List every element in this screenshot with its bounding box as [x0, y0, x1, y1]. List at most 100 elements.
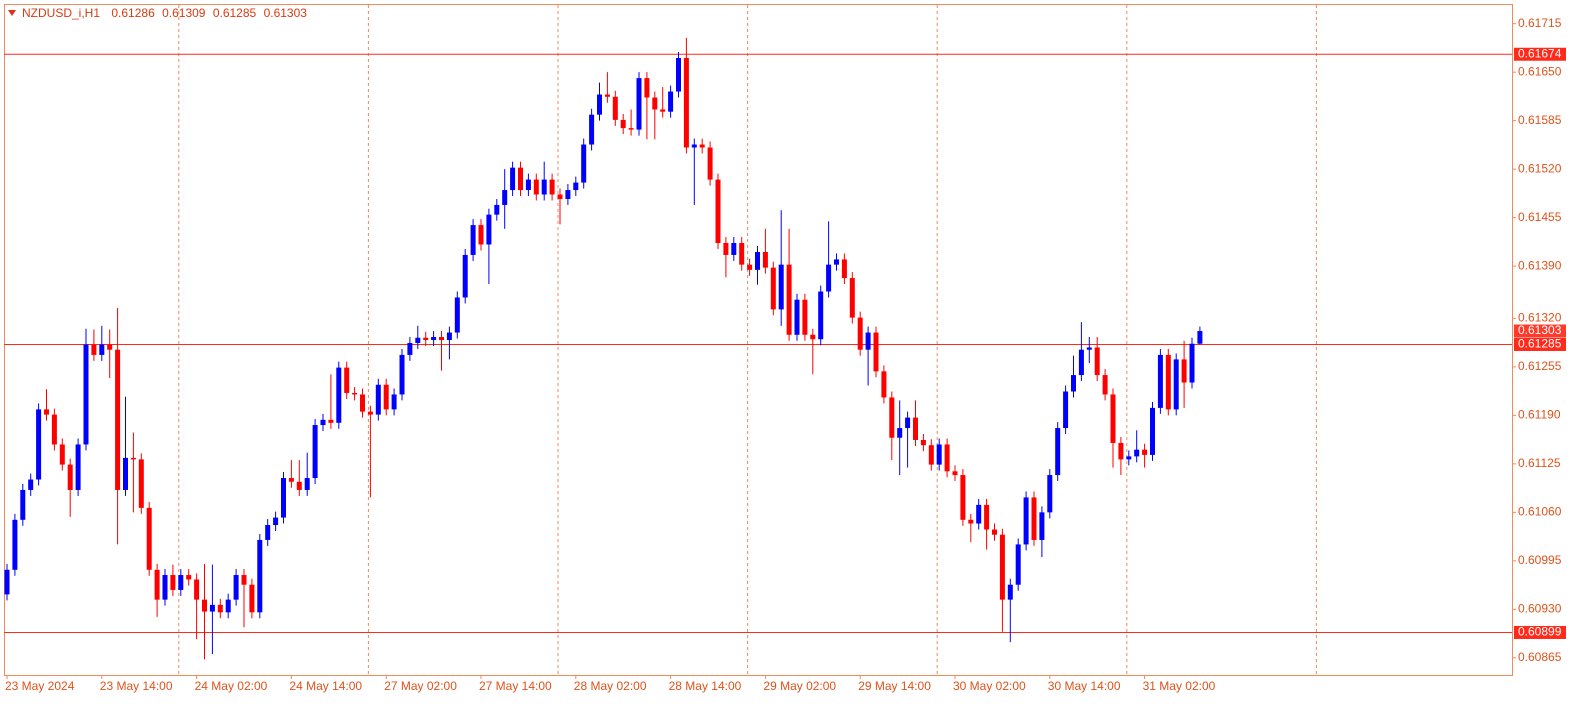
candle-body: [83, 344, 89, 445]
candle-body: [541, 179, 547, 195]
last-open: 0.61286: [111, 6, 155, 20]
candle-body: [186, 575, 192, 580]
last-price-label: 0.61303: [1518, 323, 1562, 337]
candle-body: [1039, 512, 1045, 540]
candle-body: [699, 144, 705, 148]
y-tick-label: 0.61585: [1518, 113, 1562, 127]
candle-body: [549, 179, 555, 195]
x-tick-label: 31 May 02:00: [1143, 679, 1216, 693]
candle-body: [636, 78, 642, 130]
candle-body: [644, 78, 650, 98]
candle-body: [1134, 449, 1140, 457]
candle-body: [628, 128, 634, 130]
candle-body: [407, 342, 413, 355]
candle-body: [525, 179, 531, 191]
candle-body: [344, 367, 350, 393]
candle-body: [336, 367, 342, 423]
candle-body: [873, 332, 879, 372]
x-tick-label: 24 May 14:00: [289, 679, 362, 693]
last-close: 0.61303: [264, 6, 308, 20]
candle-body: [597, 94, 602, 115]
candle-body: [1063, 391, 1069, 429]
candle-body: [905, 417, 911, 429]
candle-body: [194, 579, 200, 600]
y-tick-label: 0.61715: [1518, 16, 1562, 30]
candle-body: [747, 264, 753, 270]
y-tick-label: 0.61060: [1518, 505, 1562, 519]
candle-body: [375, 384, 381, 415]
candle-body: [999, 534, 1005, 600]
candle-body: [51, 414, 57, 445]
candle-body: [44, 409, 49, 415]
candle-body: [312, 425, 318, 479]
candle-body: [913, 417, 918, 440]
candle-body: [794, 299, 800, 335]
x-tick-label: 27 May 02:00: [384, 679, 457, 693]
candle-body: [604, 94, 610, 97]
candle-body: [889, 397, 895, 438]
candle-body: [1189, 343, 1195, 383]
candle-body: [968, 519, 974, 524]
candle-body: [1015, 544, 1021, 585]
candle-body: [99, 344, 105, 355]
candle-body: [1071, 375, 1076, 392]
level-label: 0.61674: [1518, 46, 1562, 60]
x-tick-label: 24 May 02:00: [195, 679, 268, 693]
y-tick-label: 0.60865: [1518, 650, 1562, 664]
candle-body: [810, 334, 816, 340]
candle-body: [123, 457, 128, 490]
candle-body: [265, 525, 271, 540]
candle-body: [573, 182, 579, 191]
candle-body: [304, 478, 310, 490]
candle-body: [383, 384, 389, 410]
candle-body: [652, 97, 658, 110]
candle-body: [826, 264, 832, 292]
x-tick-label: 27 May 14:00: [479, 679, 552, 693]
candle-body: [818, 291, 824, 340]
candle-body: [1031, 497, 1037, 540]
candle-body: [257, 539, 263, 613]
candle-body: [786, 264, 792, 335]
chart-title: NZDUSD_i,H1: [22, 6, 100, 20]
candle-body: [352, 392, 358, 395]
candle-body: [217, 604, 223, 613]
x-tick-label: 28 May 14:00: [669, 679, 742, 693]
last-high: 0.61309: [162, 6, 206, 20]
candle-body: [976, 504, 982, 524]
y-tick-label: 0.61125: [1518, 456, 1561, 470]
candle-body: [660, 109, 666, 112]
candle-body: [589, 114, 595, 145]
candle-body: [75, 444, 81, 490]
collapse-arrow: [8, 10, 16, 16]
candle-body: [486, 214, 492, 245]
candle-body: [4, 569, 10, 595]
candle-body: [723, 243, 729, 255]
candle-body: [668, 91, 674, 112]
x-tick-label: 29 May 14:00: [858, 679, 931, 693]
candle-body: [28, 479, 34, 490]
candle-body: [233, 575, 239, 600]
candle-body: [281, 478, 286, 518]
x-tick-label: 30 May 02:00: [953, 679, 1026, 693]
candle-body: [439, 337, 444, 340]
candle-body: [960, 475, 966, 520]
x-tick-label: 23 May 2024: [5, 679, 75, 693]
candle-body: [865, 332, 871, 350]
candle-body: [170, 575, 176, 590]
candle-body: [67, 464, 73, 490]
candle-body: [557, 194, 563, 199]
candle-body: [59, 444, 65, 465]
candle-body: [446, 332, 452, 340]
x-tick-label: 28 May 02:00: [574, 679, 647, 693]
y-tick-label: 0.60930: [1518, 602, 1562, 616]
candle-body: [391, 394, 397, 410]
plot-frame: [4, 4, 1513, 676]
candle-body: [91, 344, 97, 355]
candle-body: [399, 354, 405, 395]
x-tick-label: 30 May 14:00: [1048, 679, 1121, 693]
x-tick-label: 29 May 02:00: [763, 679, 836, 693]
candle-body: [154, 569, 160, 600]
candle-body: [478, 225, 484, 245]
candle-body: [360, 394, 365, 412]
candle-body: [320, 419, 326, 426]
